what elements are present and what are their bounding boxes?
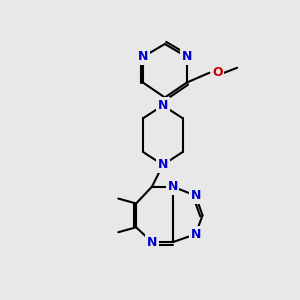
Text: N: N [190,228,201,241]
Text: N: N [147,236,157,249]
Text: N: N [190,189,201,202]
Text: O: O [212,66,223,79]
Text: N: N [182,50,192,63]
Text: N: N [138,50,148,63]
Text: N: N [168,180,178,193]
Text: N: N [158,158,168,171]
Text: N: N [158,99,168,112]
